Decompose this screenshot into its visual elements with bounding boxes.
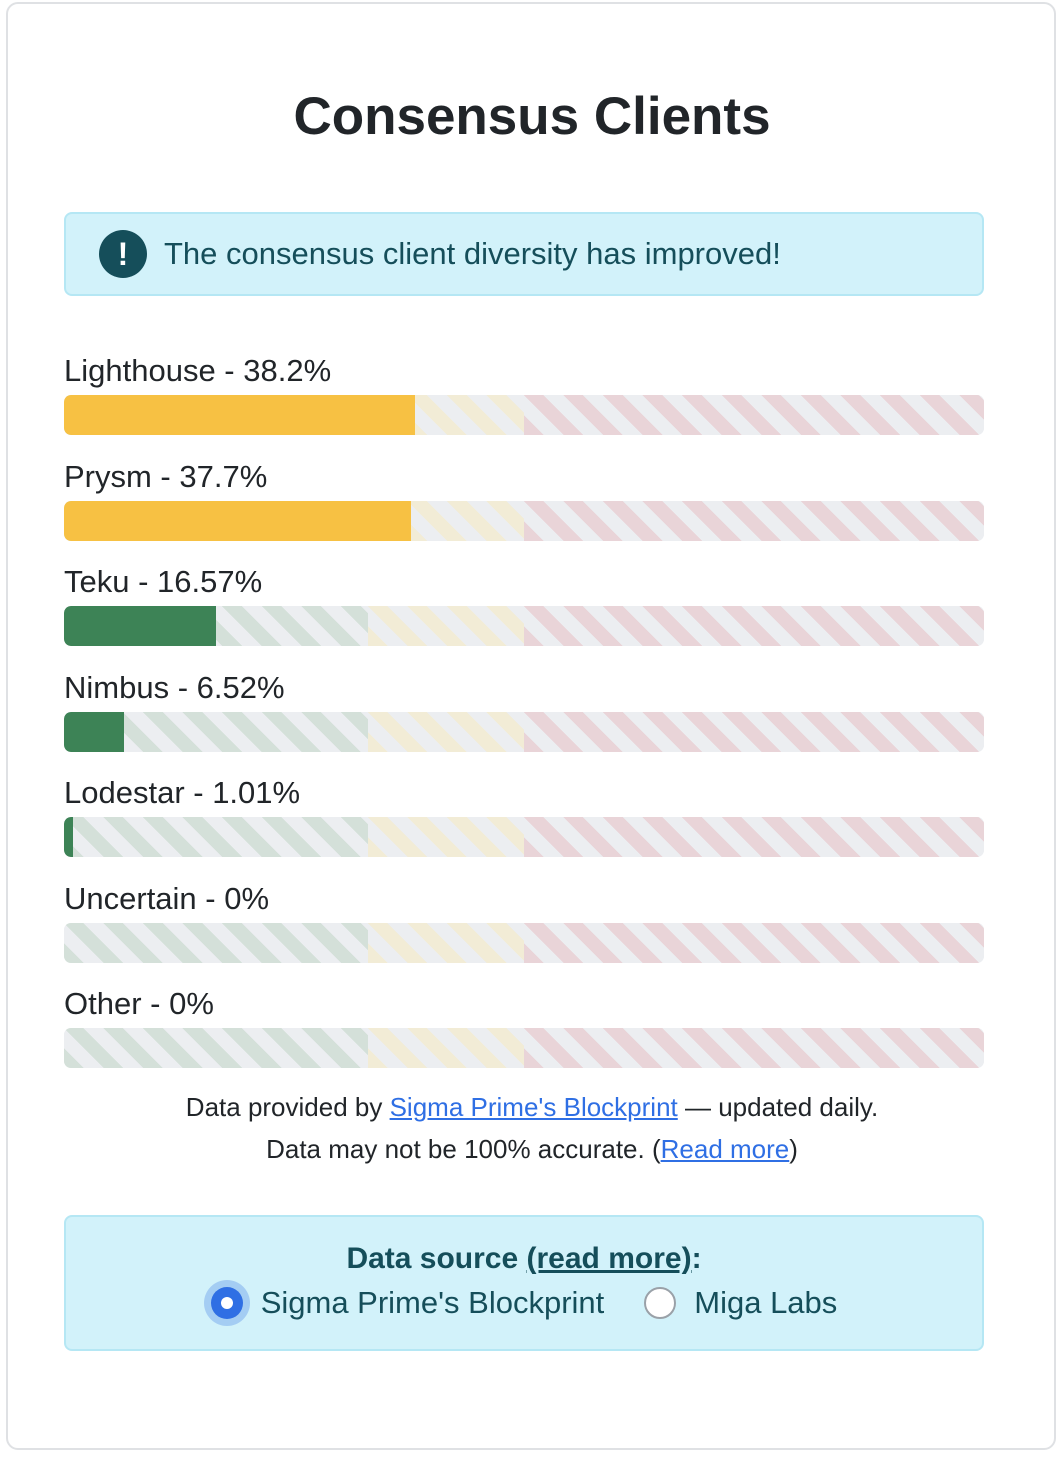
client-bar-teku: [64, 606, 984, 646]
accuracy-note-close: ): [789, 1134, 798, 1164]
data-source-label: Data source: [346, 1242, 527, 1275]
client-bar-fill-teku: [64, 606, 217, 646]
data-source-read-more-link[interactable]: (read more): [526, 1242, 692, 1275]
client-bar-other: [64, 1028, 984, 1068]
threshold-zone-red: [524, 817, 984, 857]
client-bar-lighthouse: [64, 395, 984, 435]
client-bar-fill-nimbus: [64, 711, 124, 752]
threshold-zone-yellow: [367, 711, 524, 752]
exclamation-circle-icon: !: [99, 230, 147, 278]
page-title: Consensus Clients: [293, 87, 771, 146]
client-row-uncertain: Uncertain - 0%: [64, 879, 984, 963]
client-bar-fill-lodestar: [64, 817, 74, 857]
threshold-zone-green: [64, 922, 368, 963]
threshold-zone-green: [64, 1028, 368, 1068]
threshold-zone-green: [64, 817, 368, 857]
alert-text: The consensus client diversity has impro…: [164, 236, 781, 271]
client-row-prysm: Prysm - 37.7%: [64, 457, 984, 541]
client-row-lighthouse: Lighthouse - 38.2%: [64, 351, 984, 435]
data-footnote: Data provided by Sigma Prime's Blockprin…: [0, 1086, 1064, 1170]
client-bar-prysm: [64, 500, 984, 541]
data-source-panel: Data source (read more): Sigma Prime's B…: [64, 1215, 984, 1351]
blockprint-link[interactable]: Sigma Prime's Blockprint: [389, 1092, 678, 1122]
source-option-miga-labs[interactable]: Miga Labs: [644, 1285, 837, 1321]
threshold-zone-yellow: [367, 922, 524, 963]
diversity-alert: ! The consensus client diversity has imp…: [64, 212, 984, 296]
client-label-prysm: Prysm - 37.7%: [64, 458, 268, 494]
threshold-zone-yellow: [367, 606, 524, 646]
client-bar-uncertain: [64, 922, 984, 963]
client-row-other: Other - 0%: [64, 984, 984, 1068]
client-row-lodestar: Lodestar - 1.01%: [64, 773, 984, 857]
read-more-link[interactable]: Read more: [660, 1134, 790, 1164]
client-label-lighthouse: Lighthouse - 38.2%: [64, 353, 332, 388]
data-source-colon: :: [691, 1242, 702, 1275]
threshold-zone-red: [524, 500, 984, 541]
threshold-zone-red: [524, 711, 984, 752]
client-label-other: Other - 0%: [64, 986, 214, 1021]
client-row-teku: Teku - 16.57%: [64, 562, 984, 646]
threshold-zone-red: [524, 922, 984, 963]
accuracy-note: Data may not be 100% accurate. (: [266, 1134, 661, 1164]
threshold-zone-red: [524, 606, 984, 646]
client-bar-nimbus: [64, 711, 984, 752]
radio-miga-labs[interactable]: [644, 1287, 677, 1319]
client-label-teku: Teku - 16.57%: [64, 564, 263, 599]
client-label-lodestar: Lodestar - 1.01%: [64, 775, 301, 810]
source-option-label: Miga Labs: [694, 1285, 838, 1320]
client-label-uncertain: Uncertain - 0%: [64, 880, 270, 916]
client-bar-fill-prysm: [64, 500, 411, 541]
source-option-blockprint[interactable]: Sigma Prime's Blockprint: [210, 1285, 605, 1321]
threshold-zone-red: [524, 395, 984, 435]
footnote-suffix: — updated daily.: [677, 1092, 879, 1122]
threshold-zone-yellow: [367, 1028, 524, 1068]
client-bar-lodestar: [64, 817, 984, 857]
threshold-zone-yellow: [367, 817, 524, 857]
client-row-nimbus: Nimbus - 6.52%: [64, 668, 984, 752]
radio-blockprint[interactable]: [210, 1287, 243, 1319]
data-source-options: Sigma Prime's Blockprint Miga Labs: [66, 1285, 982, 1321]
client-bar-fill-lighthouse: [64, 395, 416, 435]
threshold-zone-red: [524, 1028, 984, 1068]
data-source-title: Data source (read more):: [66, 1239, 982, 1279]
client-label-nimbus: Nimbus - 6.52%: [64, 669, 285, 705]
source-option-label: Sigma Prime's Blockprint: [260, 1285, 605, 1320]
footnote-prefix: Data provided by: [185, 1092, 390, 1122]
